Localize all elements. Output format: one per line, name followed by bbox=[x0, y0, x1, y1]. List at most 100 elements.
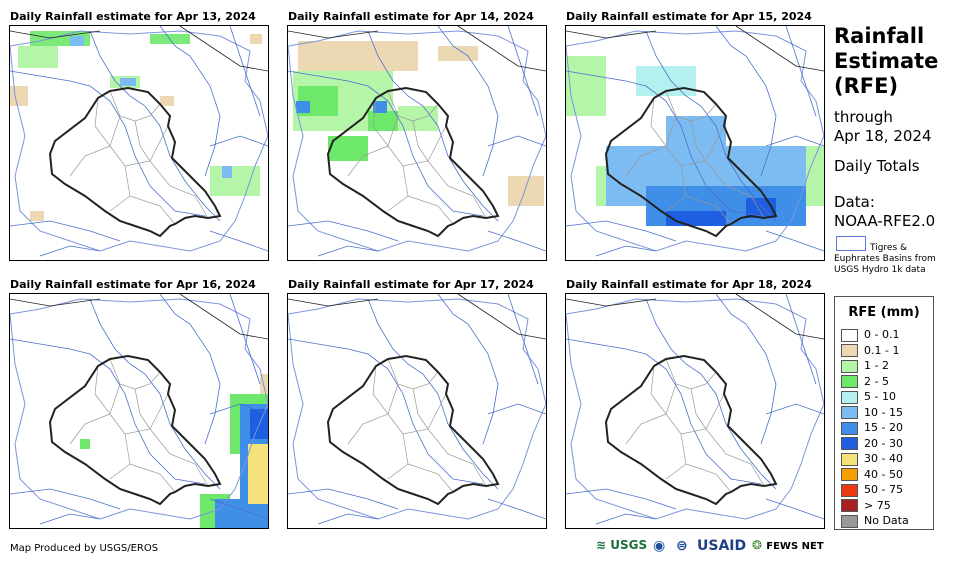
country-border bbox=[604, 86, 778, 238]
legend-label: No Data bbox=[864, 514, 909, 527]
basemap-layer bbox=[288, 26, 546, 257]
panel-title-apr-18: Daily Rainfall estimate for Apr 18, 2024 bbox=[566, 278, 812, 291]
river-line bbox=[566, 70, 762, 217]
neighbor-border bbox=[288, 294, 546, 340]
province-boundary bbox=[109, 195, 131, 212]
basin-boundary bbox=[10, 298, 268, 520]
province-boundary bbox=[680, 165, 732, 225]
river-line bbox=[765, 403, 824, 415]
legend-swatch bbox=[841, 359, 858, 373]
basemap-layer bbox=[566, 294, 824, 525]
province-boundary bbox=[625, 413, 667, 445]
legend-item: 10 - 15 bbox=[841, 406, 903, 420]
province-boundary bbox=[134, 388, 151, 430]
province-boundary bbox=[94, 97, 111, 147]
usgs-logo: ≋ USGS bbox=[596, 538, 647, 552]
basemap-layer bbox=[566, 26, 824, 257]
main-title-line3: (RFE) bbox=[834, 74, 899, 98]
basin-key-swatch bbox=[836, 236, 866, 251]
province-boundary bbox=[69, 145, 111, 177]
river-line bbox=[288, 338, 484, 485]
basin-text-line1: Tigres & bbox=[870, 243, 908, 253]
river-line bbox=[765, 135, 824, 147]
river-line bbox=[437, 26, 499, 177]
basin-boundary bbox=[288, 298, 546, 520]
main-title: Rainfall Estimate (RFE) bbox=[834, 24, 938, 99]
river-line bbox=[487, 498, 546, 520]
through-date: Apr 18, 2024 bbox=[834, 127, 932, 145]
river-line bbox=[10, 70, 206, 217]
usgs-logo-text: USGS bbox=[610, 538, 648, 552]
usaid-logo: USAID bbox=[697, 538, 747, 554]
province-boundary bbox=[124, 433, 176, 493]
panel-title-apr-14: Daily Rainfall estimate for Apr 14, 2024 bbox=[288, 10, 534, 23]
main-title-line2: Estimate bbox=[834, 49, 939, 73]
map-panel-apr-16 bbox=[9, 293, 269, 529]
province-boundary bbox=[134, 120, 151, 162]
province-boundary bbox=[124, 165, 176, 225]
province-boundary bbox=[372, 365, 389, 415]
legend-label: 5 - 10 bbox=[864, 390, 896, 403]
river-line bbox=[209, 135, 268, 147]
legend-label: 2 - 5 bbox=[864, 374, 889, 388]
province-boundary bbox=[625, 145, 667, 177]
province-boundary bbox=[705, 428, 765, 487]
province-boundary bbox=[402, 165, 454, 225]
through-label: through bbox=[834, 108, 893, 126]
province-boundary bbox=[705, 160, 765, 219]
legend-label: 30 - 40 bbox=[864, 452, 903, 465]
province-boundary bbox=[412, 388, 429, 430]
province-boundary bbox=[387, 463, 409, 480]
river-line bbox=[288, 70, 484, 217]
river-line bbox=[765, 230, 824, 252]
river-line bbox=[595, 245, 657, 257]
river-line bbox=[507, 294, 539, 385]
data-label: Data: bbox=[834, 193, 875, 211]
basin-boundary bbox=[566, 298, 824, 520]
province-boundary bbox=[412, 120, 429, 162]
province-boundary bbox=[665, 195, 687, 212]
map-panel-apr-18 bbox=[565, 293, 825, 529]
river-line bbox=[317, 245, 379, 257]
river-line bbox=[39, 245, 101, 257]
rainfall-layer-apr-14 bbox=[293, 41, 544, 206]
river-line bbox=[89, 298, 221, 490]
legend-swatch bbox=[841, 514, 858, 528]
country-border bbox=[48, 354, 222, 506]
river-line bbox=[566, 220, 677, 242]
river-line bbox=[715, 294, 777, 445]
river-line bbox=[507, 26, 539, 117]
province-boundary bbox=[650, 365, 667, 415]
province-boundary bbox=[149, 160, 209, 219]
basin-text-line3: USGS Hydro 1k data bbox=[834, 265, 926, 275]
legend-swatch bbox=[841, 452, 858, 466]
province-boundary bbox=[347, 145, 389, 177]
panel-title-apr-16: Daily Rainfall estimate for Apr 16, 2024 bbox=[10, 278, 256, 291]
legend-label: 0 - 0.1 bbox=[864, 328, 900, 341]
river-line bbox=[209, 230, 268, 252]
legend-item: 0.1 - 1 bbox=[841, 344, 899, 358]
map-panel-apr-17 bbox=[287, 293, 547, 529]
province-boundary bbox=[94, 365, 111, 415]
neighbor-border bbox=[566, 294, 824, 340]
country-border bbox=[48, 86, 222, 238]
neighbor-border bbox=[566, 26, 824, 72]
country-border bbox=[326, 354, 500, 506]
legend-label: > 75 bbox=[864, 498, 891, 512]
legend-swatch bbox=[841, 499, 858, 512]
legend-item: 2 - 5 bbox=[841, 375, 889, 389]
river-line bbox=[566, 338, 762, 485]
legend-label: 15 - 20 bbox=[864, 421, 903, 434]
legend-label: 0.1 - 1 bbox=[864, 343, 900, 357]
basemap-layer bbox=[10, 26, 268, 257]
legend-item: No Data bbox=[841, 514, 909, 528]
legend-swatch bbox=[841, 421, 858, 435]
river-line bbox=[209, 403, 268, 415]
river-line bbox=[209, 498, 268, 520]
legend-item: 1 - 2 bbox=[841, 359, 889, 373]
usgs-logo-mark: ≋ bbox=[596, 538, 607, 552]
basemap-layer bbox=[10, 294, 268, 525]
legend-swatch bbox=[841, 483, 858, 497]
legend-item: 50 - 75 bbox=[841, 483, 903, 497]
rainfall-layer-apr-13 bbox=[10, 31, 262, 221]
